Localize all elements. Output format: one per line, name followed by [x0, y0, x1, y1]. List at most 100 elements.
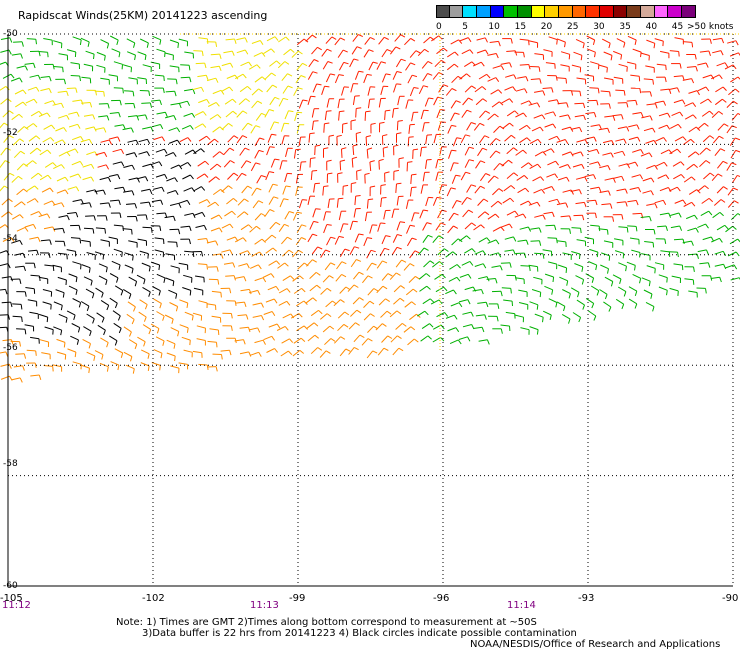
wind-barb-feather: [217, 114, 222, 119]
wind-barb-feather: [145, 114, 148, 120]
wind-barb-feather: [522, 213, 527, 219]
wind-barb-feather: [455, 327, 460, 333]
wind-barb: [699, 262, 709, 265]
wind-barb: [476, 49, 486, 54]
wind-barb: [396, 221, 401, 231]
wind-barb: [726, 125, 733, 134]
wind-barb-feather: [495, 138, 501, 142]
wind-barb-feather: [466, 109, 472, 113]
wind-barb: [183, 112, 193, 117]
wind-barb: [30, 374, 40, 377]
wind-barb-feather: [299, 275, 304, 280]
wind-barb-feather: [114, 340, 118, 346]
wind-barb-feather: [301, 288, 306, 293]
wind-barb: [533, 276, 543, 280]
wind-barb-feather: [393, 144, 399, 147]
wind-barb: [474, 250, 484, 255]
wind-barb: [603, 51, 613, 56]
wind-barb-feather: [323, 147, 329, 150]
wind-barb: [2, 73, 12, 79]
wind-barb-feather: [107, 103, 110, 109]
wind-barb: [263, 335, 272, 341]
wind-barb-feather: [450, 187, 456, 190]
wind-barb-feather: [159, 225, 162, 231]
wind-barb: [381, 49, 388, 58]
wind-barb: [448, 276, 458, 282]
wind-barb-feather: [722, 160, 728, 164]
wind-barb: [292, 350, 301, 357]
wind-barb-feather: [356, 107, 362, 109]
wind-barb-feather: [497, 303, 500, 309]
wind-barb-feather: [288, 350, 293, 356]
wind-barb: [179, 324, 189, 329]
wind-barb-feather: [527, 226, 532, 232]
wind-barb: [724, 64, 734, 70]
wind-barb-feather: [328, 134, 334, 137]
wind-barb: [333, 299, 341, 307]
wind-barb: [534, 151, 544, 157]
legend-swatch: [559, 5, 573, 18]
wind-barb: [166, 177, 175, 182]
wind-barb-feather: [639, 278, 642, 284]
wind-barb: [85, 288, 95, 294]
wind-barb: [515, 112, 524, 118]
wind-barb: [30, 211, 39, 216]
wind-barb-feather: [370, 313, 375, 317]
wind-barb-feather: [258, 88, 263, 93]
wind-barb-feather: [229, 223, 234, 229]
wind-barb-feather: [484, 37, 488, 43]
wind-barb: [224, 210, 233, 217]
wind-barb-feather: [34, 198, 39, 203]
wind-barb-feather: [735, 40, 739, 46]
wind-barb: [405, 199, 409, 209]
wind-barb-feather: [312, 71, 318, 74]
legend-swatch: [668, 5, 683, 18]
wind-barb: [234, 73, 244, 80]
wind-barb-feather: [569, 215, 572, 221]
wind-barb-feather: [276, 60, 281, 65]
wind-barb-feather: [118, 199, 121, 206]
wind-barb: [699, 50, 709, 53]
wind-barb-feather: [567, 114, 571, 120]
wind-barb-feather: [663, 100, 667, 106]
wind-barb-feather: [382, 323, 387, 327]
wind-barb-feather: [693, 163, 698, 168]
wind-barb: [295, 237, 302, 246]
wind-barb-feather: [444, 312, 449, 317]
wind-barb-feather: [261, 238, 266, 243]
wind-barb-feather: [556, 238, 558, 244]
wind-barb-feather: [679, 63, 682, 69]
wind-barb: [70, 335, 79, 341]
wind-barb-feather: [365, 110, 371, 113]
wind-barb-feather: [706, 147, 711, 152]
wind-barb-feather: [46, 112, 51, 118]
wind-barb-feather: [244, 301, 247, 308]
wind-barb-feather: [498, 41, 501, 47]
wind-barb: [268, 183, 274, 193]
wind-barb: [674, 199, 684, 204]
wind-barb: [448, 150, 452, 159]
wind-barb-feather: [735, 149, 740, 153]
wind-barb: [646, 103, 656, 106]
wind-barb-feather: [457, 339, 462, 345]
wind-barb: [111, 260, 121, 266]
wind-barb-feather: [608, 190, 611, 196]
wind-barb-feather: [401, 322, 407, 327]
wind-barb: [125, 152, 135, 156]
wind-barb: [711, 237, 720, 243]
wind-barb-feather: [598, 124, 602, 130]
wind-barb: [298, 137, 302, 147]
wind-barb: [25, 287, 35, 290]
wind-barb: [58, 313, 68, 319]
wind-barb: [547, 160, 556, 166]
wind-barb-feather: [325, 350, 331, 354]
wind-barb-feather: [654, 268, 656, 274]
wind-barb: [534, 252, 544, 255]
wind-barb-feather: [149, 189, 153, 195]
wind-barb-feather: [228, 122, 233, 127]
wind-barb-feather: [20, 304, 23, 310]
wind-barb: [616, 201, 626, 204]
wind-barb: [464, 85, 472, 93]
wind-barb: [477, 147, 483, 157]
wind-barb-feather: [581, 266, 584, 272]
